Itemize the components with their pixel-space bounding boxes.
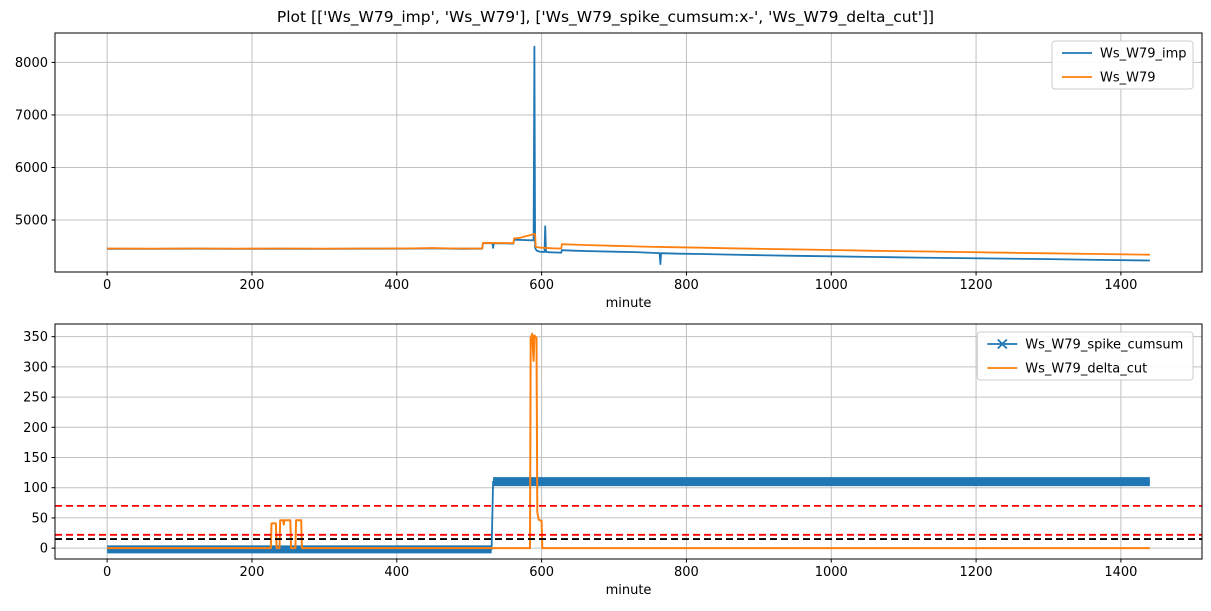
x-tick-label: 1400: [1104, 565, 1137, 580]
series-Ws_W79_imp: [107, 45, 1150, 266]
x-tick-label: 1000: [815, 278, 848, 293]
x-tick-label: 1200: [960, 565, 993, 580]
y-tick-label: 0: [40, 542, 48, 557]
y-tick-label: 200: [23, 421, 48, 436]
x-tick-label: 800: [674, 278, 699, 293]
y-tick-label: 6000: [15, 161, 48, 176]
x-tick-label: 800: [674, 565, 699, 580]
y-tick-label: 350: [23, 330, 48, 345]
x-tick-label: 0: [103, 278, 111, 293]
x-tick-label: 400: [384, 565, 409, 580]
x-tick-label: 1400: [1104, 278, 1137, 293]
tick-labels: 0 200 400 600 800 1000 1200 1400 0 50 100 150 200 250…: [23, 330, 1137, 580]
y-tick-label: 8000: [15, 56, 48, 71]
tick-labels: 0 200 400 600 800 1000 1200 1400 5000 6000 7000 800…: [15, 56, 1138, 293]
grid: [55, 33, 1202, 272]
y-tick-label: 7000: [15, 108, 48, 123]
legend: Ws_W79_spike_cumsum Ws_W79_delta_cut: [976, 331, 1194, 381]
bottom-chart: 0 200 400 600 800 1000 1200 1400 0 50 100 150 200 250…: [23, 323, 1203, 580]
axes-spines: [54, 323, 1203, 560]
tick-marks: [51, 61, 1122, 276]
legend-label: Ws_W79_spike_cumsum: [1025, 338, 1183, 353]
y-tick-label: 250: [23, 391, 48, 406]
y-tick-label: 300: [23, 360, 48, 375]
x-tick-label: 200: [240, 278, 265, 293]
legend-label: Ws_W79: [1100, 71, 1156, 86]
legend: Ws_W79_imp Ws_W79: [1051, 40, 1194, 90]
x-tick-label: 600: [529, 278, 554, 293]
x-tick-label: 1000: [815, 565, 848, 580]
legend-label: Ws_W79_imp: [1100, 47, 1187, 62]
x-tick-label: 200: [240, 565, 265, 580]
y-tick-label: 150: [23, 451, 48, 466]
x-tick-label: 400: [384, 278, 409, 293]
top-xaxis-label: minute: [605, 296, 652, 311]
series-Ws_W79: [107, 232, 1150, 256]
legend-label: Ws_W79_delta_cut: [1025, 362, 1147, 377]
figure-title: Plot [['Ws_W79_imp', 'Ws_W79'], ['Ws_W79…: [276, 8, 935, 26]
top-chart: 0 200 400 600 800 1000 1200 1400 5000 6000 7000 800…: [15, 32, 1203, 293]
series-Ws_W79_delta_cut: [107, 332, 1150, 550]
x-tick-label: 1200: [960, 278, 993, 293]
bottom-xaxis-label: minute: [605, 583, 652, 598]
axes-spines: [54, 32, 1203, 273]
tick-marks: [51, 336, 1122, 563]
x-tick-label: 0: [103, 565, 111, 580]
x-tick-label: 600: [529, 565, 554, 580]
y-tick-label: 5000: [15, 213, 48, 228]
y-tick-label: 100: [23, 481, 48, 496]
y-tick-label: 50: [31, 511, 48, 526]
